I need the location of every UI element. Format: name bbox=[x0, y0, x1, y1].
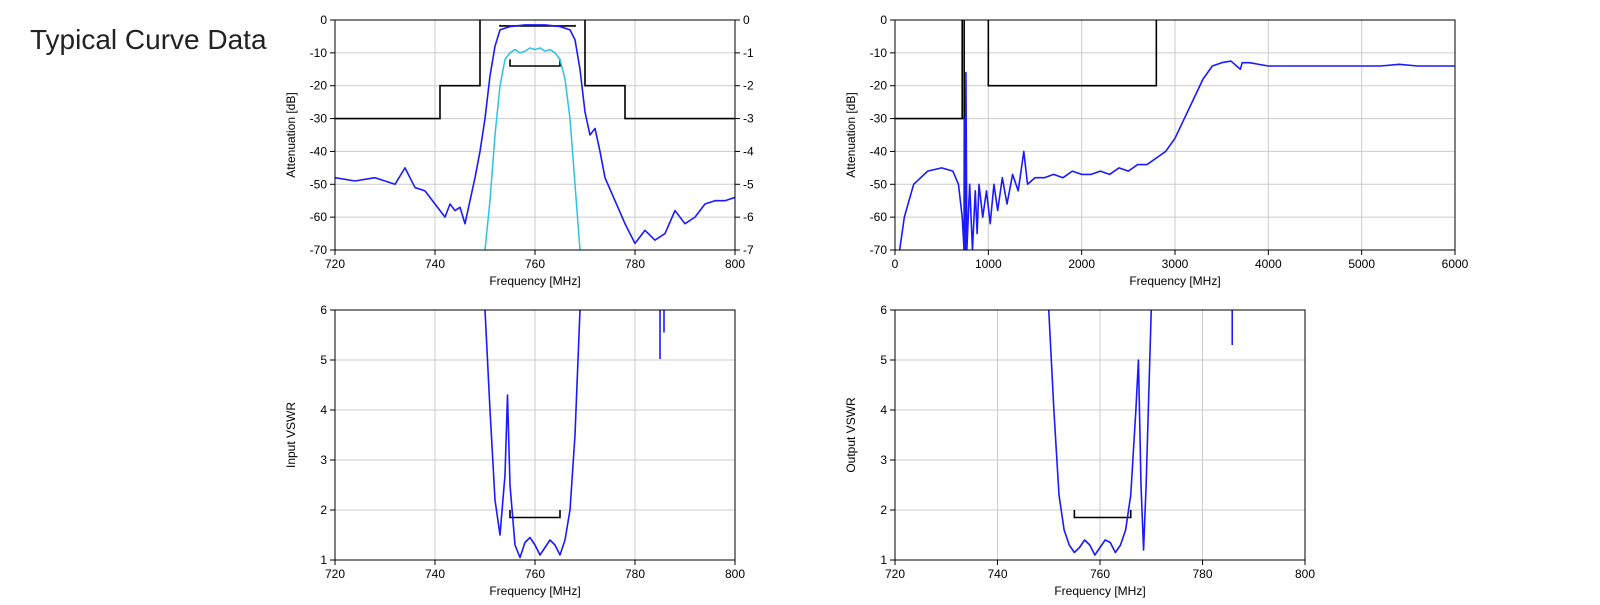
svg-text:-3: -3 bbox=[743, 112, 754, 126]
svg-text:4: 4 bbox=[880, 403, 887, 417]
svg-text:-50: -50 bbox=[870, 177, 888, 191]
svg-text:-50: -50 bbox=[310, 177, 328, 191]
svg-text:Attenuation [dB]: Attenuation [dB] bbox=[284, 92, 298, 177]
svg-text:3: 3 bbox=[880, 453, 887, 467]
svg-text:1000: 1000 bbox=[975, 257, 1002, 271]
svg-text:780: 780 bbox=[625, 567, 645, 581]
svg-text:3000: 3000 bbox=[1162, 257, 1189, 271]
svg-text:5: 5 bbox=[880, 353, 887, 367]
svg-text:-70: -70 bbox=[310, 243, 328, 257]
svg-text:760: 760 bbox=[1090, 567, 1110, 581]
svg-text:-40: -40 bbox=[870, 144, 888, 158]
svg-text:Output VSWR: Output VSWR bbox=[844, 397, 858, 473]
svg-text:-60: -60 bbox=[870, 210, 888, 224]
svg-text:-7: -7 bbox=[743, 243, 754, 257]
svg-text:0: 0 bbox=[892, 257, 899, 271]
svg-text:-6: -6 bbox=[743, 210, 754, 224]
svg-text:Frequency [MHz]: Frequency [MHz] bbox=[489, 584, 580, 598]
svg-text:720: 720 bbox=[325, 257, 345, 271]
chart-attenuation-narrow: 720740760780800-70-60-50-40-30-20-100-7-… bbox=[280, 10, 775, 295]
svg-text:800: 800 bbox=[725, 567, 745, 581]
svg-text:2: 2 bbox=[880, 503, 887, 517]
svg-text:-30: -30 bbox=[870, 112, 888, 126]
svg-text:4: 4 bbox=[320, 403, 327, 417]
svg-text:0: 0 bbox=[880, 13, 887, 27]
svg-text:6000: 6000 bbox=[1442, 257, 1469, 271]
svg-text:800: 800 bbox=[1295, 567, 1315, 581]
svg-text:Frequency [MHz]: Frequency [MHz] bbox=[1054, 584, 1145, 598]
svg-text:0: 0 bbox=[320, 13, 327, 27]
svg-text:-70: -70 bbox=[870, 243, 888, 257]
svg-text:-1: -1 bbox=[743, 46, 754, 60]
svg-text:780: 780 bbox=[1192, 567, 1212, 581]
chart-output-vswr: 720 740 760 780 800 1 2 3 4 5 6 Frequency [MHz] Outp… bbox=[840, 300, 1320, 605]
svg-text:5: 5 bbox=[320, 353, 327, 367]
chart-attenuation-wide: 0 1000 2000 3000 4000 5000 6000 -70 -60 -50 -40 -30… bbox=[840, 10, 1470, 295]
svg-text:760: 760 bbox=[525, 257, 545, 271]
svg-text:Frequency [MHz]: Frequency [MHz] bbox=[1129, 274, 1220, 288]
svg-text:-40: -40 bbox=[310, 144, 328, 158]
svg-text:Input VSWR: Input VSWR bbox=[284, 402, 298, 468]
svg-text:-4: -4 bbox=[743, 144, 754, 158]
svg-text:Frequency [MHz]: Frequency [MHz] bbox=[489, 274, 580, 288]
svg-text:-10: -10 bbox=[310, 46, 328, 60]
svg-text:1: 1 bbox=[880, 553, 887, 567]
svg-text:1: 1 bbox=[320, 553, 327, 567]
svg-text:2000: 2000 bbox=[1068, 257, 1095, 271]
svg-text:720: 720 bbox=[325, 567, 345, 581]
svg-text:0: 0 bbox=[743, 13, 750, 27]
svg-text:800: 800 bbox=[725, 257, 745, 271]
svg-text:-2: -2 bbox=[743, 79, 754, 93]
svg-text:3: 3 bbox=[320, 453, 327, 467]
svg-text:-30: -30 bbox=[310, 112, 328, 126]
svg-text:6: 6 bbox=[320, 303, 327, 317]
svg-text:2: 2 bbox=[320, 503, 327, 517]
svg-text:6: 6 bbox=[880, 303, 887, 317]
svg-text:-10: -10 bbox=[870, 46, 888, 60]
chart-input-vswr: 720 740 760 780 800 1 2 3 4 5 6 Frequency [MHz] Inpu… bbox=[280, 300, 775, 605]
svg-text:-5: -5 bbox=[743, 177, 754, 191]
chart-grid: 720740760780800-70-60-50-40-30-20-100-7-… bbox=[0, 0, 1600, 600]
svg-text:740: 740 bbox=[425, 567, 445, 581]
svg-text:4000: 4000 bbox=[1255, 257, 1282, 271]
svg-text:Attenuation [dB]: Attenuation [dB] bbox=[844, 92, 858, 177]
svg-text:740: 740 bbox=[425, 257, 445, 271]
svg-text:-20: -20 bbox=[310, 79, 328, 93]
svg-text:-20: -20 bbox=[870, 79, 888, 93]
svg-text:720: 720 bbox=[885, 567, 905, 581]
svg-text:780: 780 bbox=[625, 257, 645, 271]
svg-text:740: 740 bbox=[987, 567, 1007, 581]
svg-text:-60: -60 bbox=[310, 210, 328, 224]
svg-text:5000: 5000 bbox=[1348, 257, 1375, 271]
svg-text:760: 760 bbox=[525, 567, 545, 581]
